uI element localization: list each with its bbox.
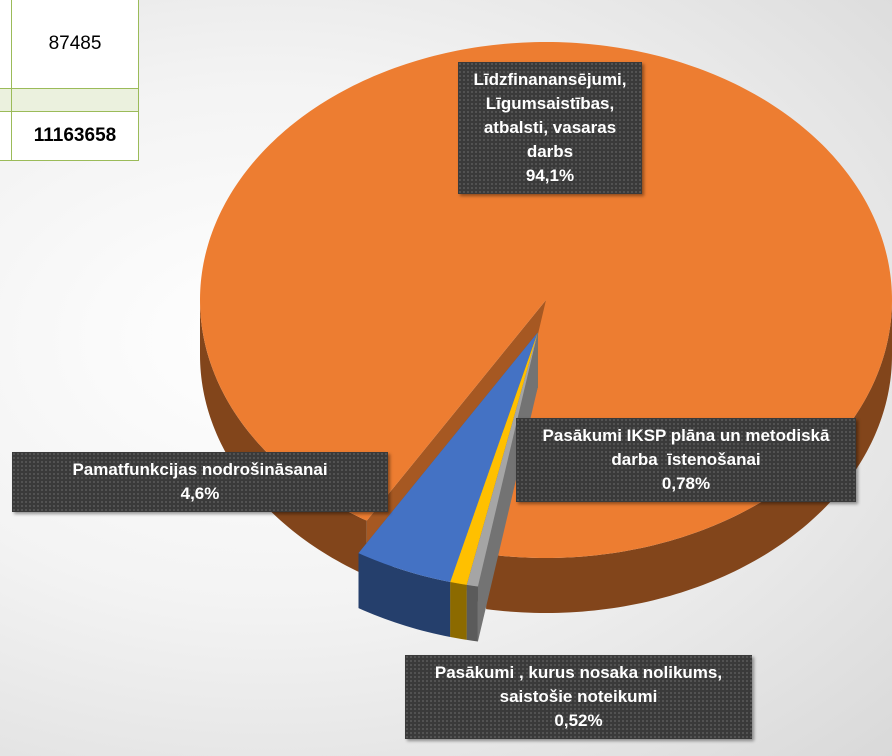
label-value: 0,78%	[661, 474, 711, 493]
label-name: Pamatfunkcijas nodrošināsanai	[72, 460, 328, 479]
pie-side	[358, 553, 451, 638]
pie-slice	[358, 332, 538, 583]
table-cell: 11163658	[11, 111, 139, 161]
label-name: Līdzfinanansējumi, Līgumsaistības, atbal…	[473, 70, 632, 161]
pie-side	[466, 584, 478, 642]
data-label: Pasākumi , kurus nosaka nolikums, saisto…	[405, 655, 752, 739]
data-label: Līdzfinanansējumi, Līgumsaistības, atbal…	[458, 62, 642, 194]
data-label: Pasākumi IKSP plāna un metodiskā darba ī…	[516, 418, 856, 502]
data-label: Pamatfunkcijas nodrošināsanai 4,6%	[12, 452, 388, 512]
pie-wall	[477, 332, 538, 642]
label-value: 94,1%	[525, 166, 575, 185]
pie-slice	[450, 332, 538, 585]
label-name: Pasākumi IKSP plāna un metodiskā darba ī…	[542, 426, 835, 469]
data-table: 87485 11163658	[0, 0, 139, 161]
pie-slice	[466, 332, 538, 587]
label-value: 0,52%	[554, 711, 603, 730]
label-value: 4,6%	[180, 484, 220, 503]
table-cell: 87485	[11, 0, 139, 89]
pie-side	[486, 300, 892, 613]
label-name: Pasākumi , kurus nosaka nolikums, saisto…	[434, 663, 727, 706]
pie-side	[450, 582, 467, 640]
